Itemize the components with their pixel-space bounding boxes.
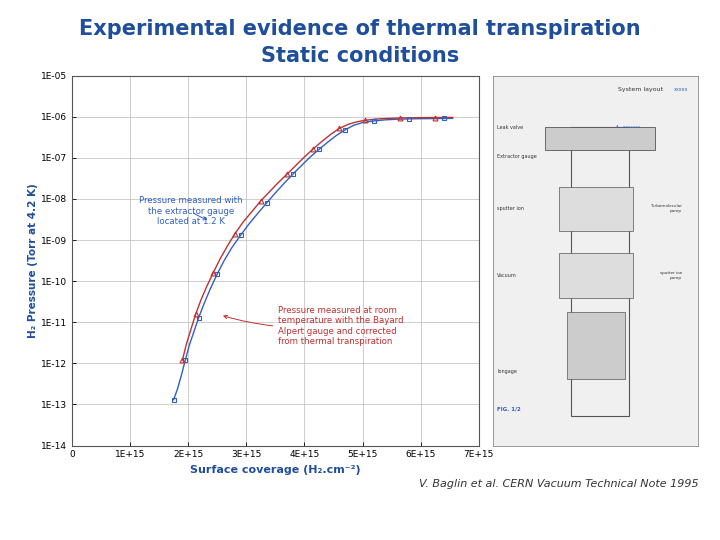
Text: Technology Department: Technology Department (83, 523, 184, 532)
Text: Leak valve: Leak valve (498, 125, 523, 130)
Text: Experimental evidence of thermal transpiration: Experimental evidence of thermal transpi… (79, 19, 641, 39)
Text: sputter ion: sputter ion (498, 206, 524, 211)
Text: Pressure measured with
the extractor gauge
located at 1.2 K: Pressure measured with the extractor gau… (140, 197, 243, 226)
Text: Vacuum for Particle Accelerators, Glumslav, Sweden,: Vacuum for Particle Accelerators, Glumsl… (263, 504, 486, 514)
Bar (559, 186, 633, 231)
Text: A - xxxxxxx: A - xxxxxxx (616, 125, 641, 130)
Text: Turbomolecular
pump: Turbomolecular pump (650, 205, 682, 213)
Bar (544, 127, 655, 150)
X-axis label: Surface coverage (H₂.cm⁻²): Surface coverage (H₂.cm⁻²) (190, 465, 361, 475)
Text: V. Baglin et al. CERN Vacuum Technical Note 1995: V. Baglin et al. CERN Vacuum Technical N… (419, 478, 698, 489)
Text: xxxxx: xxxxx (674, 87, 688, 92)
Text: Extractor gauge: Extractor gauge (498, 154, 537, 159)
Text: CERN: CERN (18, 512, 37, 517)
Bar (567, 312, 624, 379)
Text: FIG. 1/2: FIG. 1/2 (498, 406, 521, 411)
Text: 6 - 16 June,  2017: 6 - 16 June, 2017 (337, 523, 412, 532)
Text: Vacuum , Surfaces & Coatings Group: Vacuum , Surfaces & Coatings Group (83, 504, 238, 514)
Y-axis label: H₂ Pressure (Torr at 4.2 K): H₂ Pressure (Torr at 4.2 K) (28, 183, 38, 338)
Text: 14: 14 (693, 510, 711, 524)
Text: System layout: System layout (618, 87, 664, 92)
Text: Pressure measured at room
temperature with the Bayard
Alpert gauge and corrected: Pressure measured at room temperature wi… (224, 306, 404, 346)
Bar (559, 253, 633, 298)
Bar (571, 127, 629, 416)
Text: Iongage: Iongage (498, 369, 517, 374)
Text: Vacuum: Vacuum (498, 273, 517, 278)
Text: Static conditions: Static conditions (261, 46, 459, 66)
Text: sputter ion
pump: sputter ion pump (660, 271, 682, 280)
